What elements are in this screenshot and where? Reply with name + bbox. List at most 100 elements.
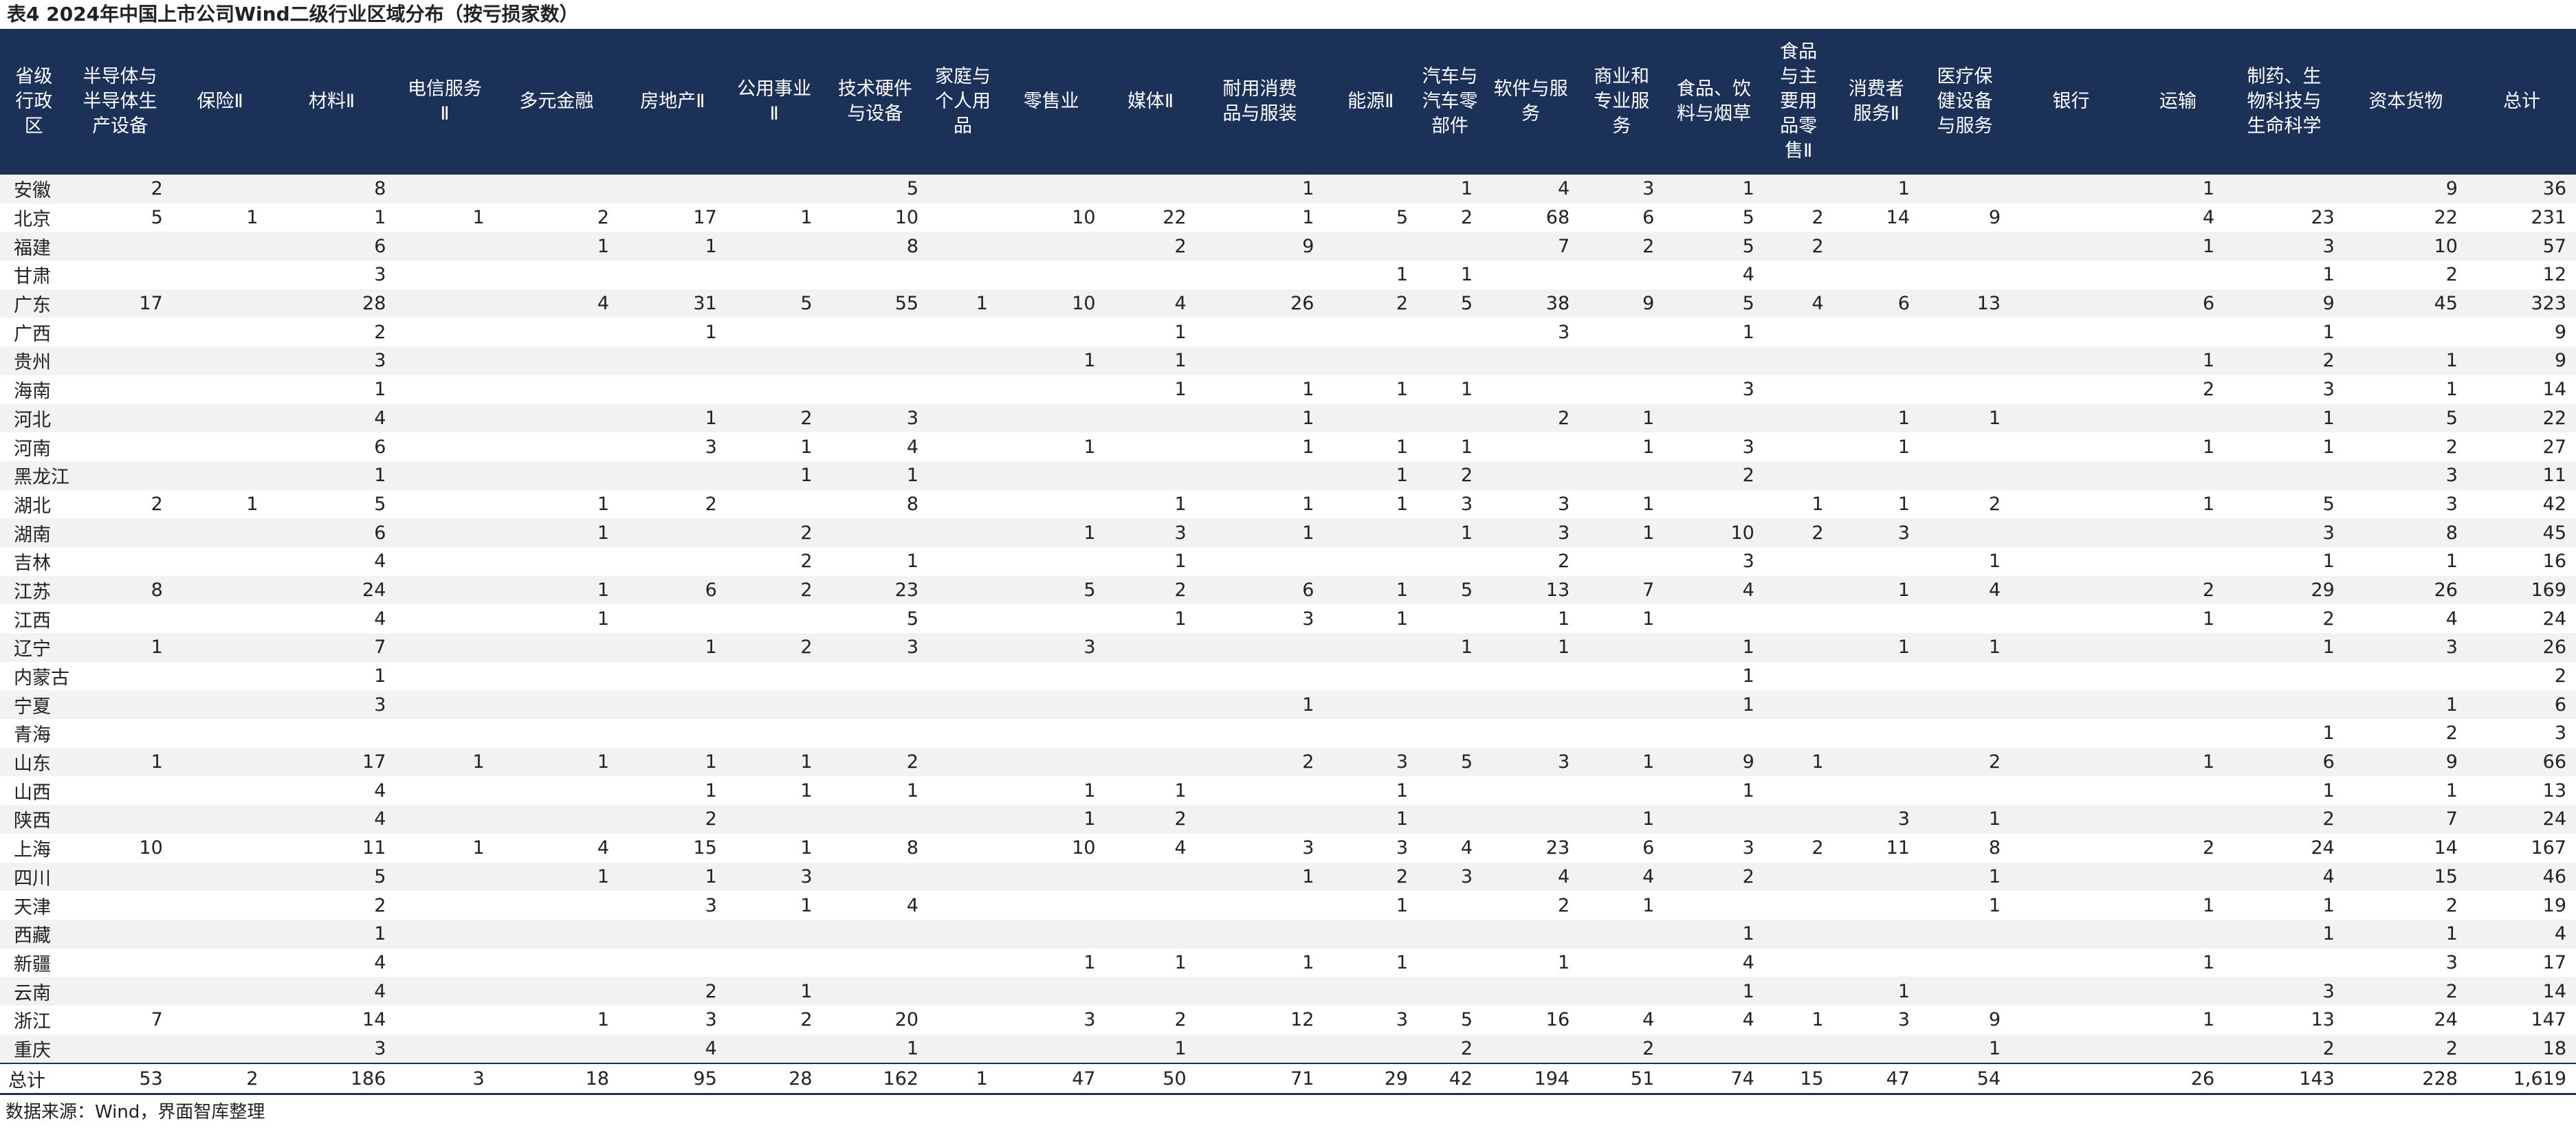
count-cell: 6 [267,518,396,547]
count-cell [822,948,929,977]
count-cell [1579,318,1664,347]
total-cell: 51 [1579,1063,1664,1096]
count-cell [172,891,268,920]
column-header: 零售业 [997,29,1105,175]
count-cell [1105,261,1196,289]
column-header: 运输 [2131,29,2225,175]
count-cell [395,175,494,203]
count-cell [1323,518,1418,547]
province-cell: 吉林 [0,546,68,576]
count-cell: 10 [2344,232,2467,261]
count-cell: 2 [619,977,727,1006]
count-cell: 1 [1833,175,1919,203]
total-cell: 71 [1196,1063,1324,1096]
count-cell [2131,719,2225,748]
count-cell: 27 [2467,432,2576,461]
column-header: 媒体Ⅱ [1105,29,1196,175]
count-cell: 1 [1323,776,1418,806]
count-cell: 1 [1579,604,1664,633]
count-cell [822,862,929,892]
table-row: 重庆 3 4 1 1 2 2 1 2 2 18 [0,1034,2576,1064]
count-cell: 1 [1919,633,2011,662]
count-cell [494,432,619,461]
count-cell: 1 [1323,604,1418,633]
count-cell: 1 [1323,461,1418,490]
count-cell: 1 [1579,403,1664,433]
count-cell: 29 [2224,575,2344,605]
count-cell [1763,891,1834,920]
count-cell [1833,232,1919,261]
total-cell: 42 [1418,1063,1483,1096]
column-header: 家庭与 个人用 品 [928,29,998,175]
count-cell: 3 [1833,1005,1919,1035]
column-header: 多元金融 [494,29,619,175]
count-cell [1196,546,1324,576]
count-cell [2131,633,2225,662]
count-cell [928,203,998,232]
count-cell: 3 [267,346,396,375]
count-cell [1323,318,1418,347]
count-cell: 1 [172,489,268,519]
count-cell [1919,375,2011,404]
count-cell: 4 [1579,862,1664,892]
count-cell [494,318,619,347]
count-cell: 4 [1482,862,1580,892]
count-cell: 1 [67,633,173,662]
total-cell: 186 [267,1063,396,1096]
count-cell: 3 [267,1034,396,1064]
count-cell [1763,604,1834,633]
count-cell: 8 [2344,518,2467,547]
count-cell [1418,977,1483,1006]
count-cell [2224,175,2344,203]
count-cell [494,891,619,920]
count-cell [2131,1034,2225,1064]
count-cell [1833,948,1919,977]
count-cell [2010,833,2132,863]
count-cell [2010,1005,2132,1035]
count-cell: 1 [619,633,727,662]
count-cell: 3 [1664,432,1764,461]
count-cell: 22 [2344,203,2467,232]
count-cell: 31 [619,289,727,318]
count-cell: 1 [267,661,396,691]
province-cell: 青海 [0,719,68,748]
count-cell [67,461,173,490]
count-cell [2224,661,2344,691]
province-cell: 辽宁 [0,633,68,662]
count-cell: 10 [997,289,1105,318]
count-cell [67,977,173,1006]
count-cell [172,805,268,834]
count-cell: 11 [1833,833,1919,863]
count-cell: 1 [1482,948,1580,977]
count-cell [1763,661,1834,691]
count-cell: 3 [267,690,396,720]
count-cell: 11 [267,833,396,863]
count-cell: 2 [267,891,396,920]
count-cell [172,1005,268,1035]
count-cell: 1 [494,489,619,519]
table-row: 上海 10 11 1 4 15 1 8 10 4 3 3 4 23 6 3 2 11 8 2 24 14 167 [0,833,2576,863]
count-cell [1579,948,1664,977]
count-cell [726,489,822,519]
count-cell [67,776,173,806]
count-cell: 8 [822,489,929,519]
count-cell [395,805,494,834]
count-cell [2131,919,2225,949]
count-cell: 2 [726,518,822,547]
count-cell: 5 [2224,489,2344,519]
total-cell [2010,1063,2132,1096]
column-header: 总计 [2467,29,2576,175]
count-cell [2010,604,2132,633]
count-cell [395,919,494,949]
count-cell: 2 [1919,489,2011,519]
industry-distribution-table: 省级 行政 区半导体与 半导体生 产设备 保险Ⅱ 材料Ⅱ 电信服务 Ⅱ 多元金融 房地产Ⅱ… [0,29,2576,1096]
count-cell [395,604,494,633]
count-cell [928,891,998,920]
count-cell: 1 [619,403,727,433]
count-cell: 38 [1482,289,1580,318]
count-cell [1196,318,1324,347]
count-cell: 1 [1323,948,1418,977]
count-cell: 3 [2344,633,2467,662]
count-cell [172,261,268,289]
province-cell: 上海 [0,833,68,863]
